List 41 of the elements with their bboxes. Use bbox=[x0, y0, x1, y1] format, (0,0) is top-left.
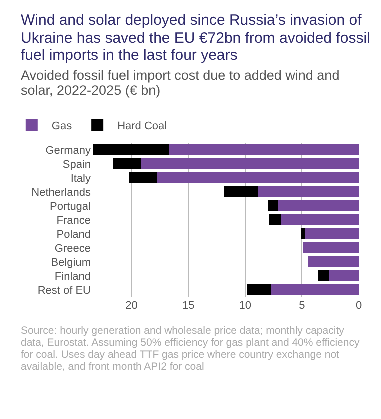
bar bbox=[169, 144, 359, 156]
bar bbox=[303, 242, 359, 254]
x-tick-label: 10 bbox=[239, 300, 252, 312]
source-note: Source: hourly generation and wholesale price data; monthly capacity data, Eurostat. Assuming 50% efficiency for gas plant and 40% efficiency for coal. Uses day ahead TTF gas price where country exchange not available, and front month API2 for coal bbox=[21, 324, 361, 372]
bar bbox=[278, 200, 359, 212]
bar bbox=[114, 158, 141, 170]
bar bbox=[248, 284, 272, 296]
bar bbox=[258, 186, 359, 198]
y-tick-label: Belgium bbox=[51, 256, 91, 268]
bar bbox=[268, 200, 278, 212]
y-tick-label: Spain bbox=[62, 158, 91, 170]
y-tick-label: France bbox=[56, 214, 91, 226]
y-tick-label: Rest of EU bbox=[38, 284, 92, 296]
y-tick-label: Germany bbox=[46, 144, 92, 156]
bar bbox=[129, 172, 157, 184]
y-tick-label: Poland bbox=[56, 228, 91, 240]
chart-title: Wind and solar deployed since Russia’s invasion of Ukraine has saved the EU €72bn from avoided fossil fuel imports in the last four years bbox=[21, 12, 371, 64]
bar bbox=[93, 144, 170, 156]
x-tick-label: 20 bbox=[126, 300, 138, 312]
bar bbox=[301, 228, 306, 240]
bar bbox=[282, 214, 359, 226]
y-tick-label: Netherlands bbox=[32, 186, 92, 198]
bar bbox=[140, 158, 359, 170]
y-tick-label: Italy bbox=[70, 172, 92, 184]
bar bbox=[306, 228, 359, 240]
bar bbox=[308, 256, 359, 268]
bar bbox=[156, 172, 359, 184]
chart-subtitle: Avoided fossil fuel import cost due to added wind and solar, 2022-2025 (€ bn) bbox=[21, 68, 341, 98]
y-tick-label: Portugal bbox=[50, 200, 91, 212]
legend-label: Gas bbox=[52, 120, 73, 132]
bar bbox=[329, 270, 359, 282]
bar bbox=[318, 270, 330, 282]
bar bbox=[272, 284, 359, 296]
y-tick-label: Greece bbox=[54, 242, 91, 254]
y-tick-label: Finland bbox=[54, 270, 91, 282]
legend-label: Hard Coal bbox=[118, 120, 168, 132]
x-tick-label: 0 bbox=[356, 300, 362, 312]
x-tick-label: 5 bbox=[299, 300, 306, 312]
bar bbox=[269, 214, 282, 226]
bar bbox=[224, 186, 258, 198]
x-tick-label: 15 bbox=[182, 300, 195, 312]
